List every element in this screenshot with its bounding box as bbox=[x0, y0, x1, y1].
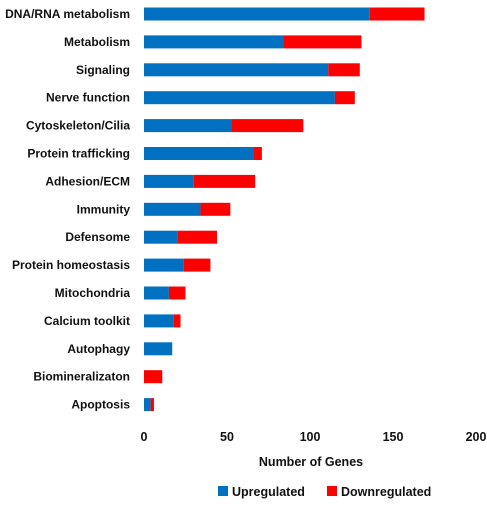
x-axis-ticks: 0 50 100 150 200 bbox=[141, 430, 487, 444]
bar-downregulated-dna-rna-metabolism bbox=[369, 7, 425, 21]
bar-downregulated-cytoskeleton-cilia bbox=[231, 119, 304, 133]
bar-upregulated-metabolism bbox=[144, 35, 284, 49]
bar-downregulated-defensome bbox=[177, 230, 218, 244]
bar-upregulated-signaling bbox=[144, 63, 329, 77]
bar-downregulated-adhesion-ecm bbox=[193, 174, 256, 188]
bar-upregulated-defensome bbox=[144, 230, 178, 244]
x-tick-label-200: 200 bbox=[466, 430, 487, 444]
legend-swatch-downregulated bbox=[327, 486, 337, 496]
category-label-mitochondria: Mitochondria bbox=[55, 286, 131, 300]
bar-upregulated-immunity bbox=[144, 202, 201, 216]
bar-downregulated-mitochondria bbox=[168, 286, 186, 300]
legend-label-upregulated: Upregulated bbox=[232, 485, 305, 499]
bar-upregulated-nerve-function bbox=[144, 91, 335, 105]
bar-upregulated-autophagy bbox=[144, 342, 173, 356]
x-tick-label-100: 100 bbox=[300, 430, 321, 444]
category-label-protein-homeostasis: Protein homeostasis bbox=[12, 258, 130, 272]
bar-upregulated-adhesion-ecm bbox=[144, 174, 194, 188]
bar-upregulated-protein-trafficking bbox=[144, 147, 254, 160]
category-label-cytoskeleton-cilia: Cytoskeleton/Cilia bbox=[26, 119, 130, 133]
category-label-immunity: Immunity bbox=[77, 202, 131, 216]
bar-upregulated-protein-homeostasis bbox=[144, 258, 184, 272]
legend-swatch-upregulated bbox=[218, 486, 228, 496]
category-label-defensome: Defensome bbox=[65, 230, 130, 244]
bar-upregulated-dna-rna-metabolism bbox=[144, 7, 370, 21]
bar-downregulated-calcium-toolkit bbox=[173, 314, 181, 328]
bars bbox=[144, 7, 425, 412]
category-label-adhesion-ecm: Adhesion/ECM bbox=[45, 174, 130, 188]
category-labels: DNA/RNA metabolism Metabolism Signaling Ner… bbox=[5, 7, 130, 412]
category-label-autophagy: Autophagy bbox=[67, 342, 130, 356]
category-label-signaling: Signaling bbox=[76, 63, 130, 77]
category-label-biomineralizaton: Biomineralizaton bbox=[33, 370, 130, 384]
legend: Upregulated Downregulated bbox=[218, 485, 431, 499]
x-tick-label-50: 50 bbox=[220, 430, 234, 444]
bar-downregulated-protein-homeostasis bbox=[183, 258, 211, 272]
bar-downregulated-metabolism bbox=[283, 35, 362, 49]
x-tick-label-150: 150 bbox=[383, 430, 404, 444]
bar-downregulated-protein-trafficking bbox=[253, 147, 262, 160]
bar-upregulated-mitochondria bbox=[144, 286, 169, 300]
bar-downregulated-biomineralizaton bbox=[144, 370, 163, 384]
bar-downregulated-nerve-function bbox=[334, 91, 355, 105]
legend-label-downregulated: Downregulated bbox=[341, 485, 431, 499]
bar-upregulated-calcium-toolkit bbox=[144, 314, 174, 328]
bar-upregulated-apoptosis bbox=[144, 398, 151, 412]
x-tick-label-0: 0 bbox=[141, 430, 148, 444]
x-axis-title: Number of Genes bbox=[259, 455, 363, 469]
bar-upregulated-cytoskeleton-cilia bbox=[144, 119, 232, 133]
category-label-protein-trafficking: Protein trafficking bbox=[27, 147, 130, 161]
bar-downregulated-signaling bbox=[328, 63, 360, 77]
category-label-calcium-toolkit: Calcium toolkit bbox=[44, 314, 130, 328]
category-label-nerve-function: Nerve function bbox=[46, 91, 130, 105]
category-label-apoptosis: Apoptosis bbox=[71, 398, 130, 412]
bar-downregulated-apoptosis bbox=[150, 398, 154, 412]
category-label-dna-rna-metabolism: DNA/RNA metabolism bbox=[5, 7, 130, 21]
bar-downregulated-immunity bbox=[200, 202, 231, 216]
category-label-metabolism: Metabolism bbox=[64, 35, 130, 49]
